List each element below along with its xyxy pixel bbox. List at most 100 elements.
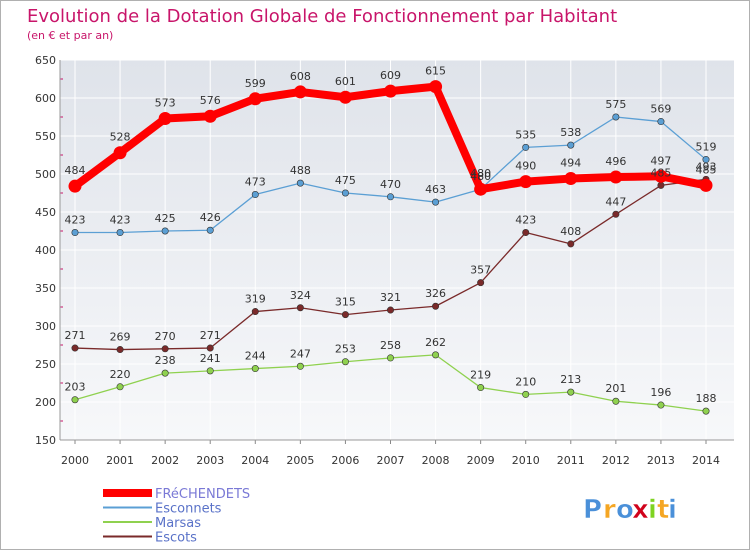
- series-3-data-label: 357: [470, 264, 491, 277]
- x-tick-label: 2000: [61, 454, 89, 467]
- series-0-data-label: 576: [200, 94, 221, 107]
- series-2-data-label: 219: [470, 369, 491, 382]
- series-0-point: [158, 112, 172, 126]
- series-1-point: [567, 141, 575, 149]
- series-3-data-label: 269: [110, 331, 131, 344]
- series-1-data-label: 538: [560, 126, 581, 139]
- series-0-data-label: 490: [515, 160, 536, 173]
- series-0-point: [474, 182, 488, 196]
- legend-label-3: Escots: [155, 531, 197, 546]
- series-3-data-label: 319: [245, 293, 266, 306]
- series-2-data-label: 258: [380, 339, 401, 352]
- series-0-data-label: 573: [155, 97, 176, 110]
- series-3-data-label: 270: [155, 330, 176, 343]
- x-tick-label: 2013: [647, 454, 675, 467]
- series-2-data-label: 238: [155, 354, 176, 367]
- series-1-point: [71, 229, 79, 237]
- series-0-point: [293, 85, 307, 99]
- series-3-point: [206, 344, 214, 352]
- series-0-point: [113, 146, 127, 160]
- y-tick-label: 200: [35, 396, 56, 409]
- series-3-point: [386, 306, 394, 314]
- series-3-data-label: 447: [605, 195, 626, 208]
- series-0-data-label: 485: [696, 163, 717, 176]
- series-0-data-label: 609: [380, 69, 401, 82]
- legend-label-0: FRéCHENDETS: [155, 487, 250, 502]
- series-1-point: [702, 156, 710, 164]
- series-3-point: [341, 311, 349, 319]
- series-3-data-label: 271: [65, 329, 86, 342]
- series-2-data-label: 201: [605, 382, 626, 395]
- series-3-point: [612, 210, 620, 218]
- series-3-data-label: 315: [335, 296, 356, 309]
- y-tick-label: 150: [35, 434, 56, 447]
- series-1-point: [522, 143, 530, 151]
- series-3-data-label: 493: [696, 160, 717, 173]
- series-0-data-label: 496: [605, 155, 626, 168]
- series-1-point: [341, 189, 349, 197]
- series-2-data-label: 213: [560, 373, 581, 386]
- series-0-point: [654, 169, 668, 183]
- series-2-point: [477, 384, 485, 392]
- series-2-data-label: 253: [335, 343, 356, 356]
- series-1-data-label: 425: [155, 212, 176, 225]
- series-1-data-label: 423: [65, 214, 86, 227]
- series-3-point: [477, 279, 485, 287]
- x-tick-label: 2008: [422, 454, 450, 467]
- series-2-point: [657, 401, 665, 409]
- logo-letter: P: [583, 495, 602, 525]
- series-1-point: [116, 229, 124, 237]
- series-3-point: [522, 229, 530, 237]
- series-2-data-label: 244: [245, 350, 266, 363]
- y-tick-label: 450: [35, 206, 56, 219]
- series-3-data-label: 485: [650, 166, 671, 179]
- series-1-point: [161, 227, 169, 235]
- series-3-point: [251, 308, 259, 316]
- series-3-data-label: 271: [200, 329, 221, 342]
- series-2-data-label: 203: [65, 381, 86, 394]
- x-tick-label: 2009: [467, 454, 495, 467]
- series-3-data-label: 321: [380, 291, 401, 304]
- x-tick-label: 2002: [151, 454, 179, 467]
- series-0-data-label: 615: [425, 65, 446, 78]
- y-tick-label: 400: [35, 244, 56, 257]
- series-1-point: [612, 113, 620, 121]
- y-tick-label: 300: [35, 320, 56, 333]
- series-1-point: [657, 118, 665, 126]
- series-2-data-label: 210: [515, 375, 536, 388]
- series-2-data-label: 241: [200, 352, 221, 365]
- series-1-data-label: 463: [425, 183, 446, 196]
- series-2-point: [296, 362, 304, 370]
- series-2-data-label: 220: [110, 368, 131, 381]
- series-1-data-label: 475: [335, 174, 356, 187]
- series-2-point: [251, 365, 259, 373]
- series-1-point: [206, 226, 214, 234]
- series-3-point: [296, 304, 304, 312]
- series-3-point: [567, 240, 575, 248]
- series-3-data-label: 423: [515, 214, 536, 227]
- logo-letter: i: [648, 495, 657, 525]
- series-2-point: [522, 390, 530, 398]
- logo-letter: o: [616, 495, 634, 525]
- chart-title: Evolution de la Dotation Globale de Fonc…: [27, 6, 617, 27]
- x-tick-label: 2003: [196, 454, 224, 467]
- y-tick-label: 250: [35, 358, 56, 371]
- legend-label-1: Esconnets: [155, 502, 222, 517]
- y-tick-label: 550: [35, 130, 56, 143]
- logo-letter: x: [632, 495, 649, 525]
- series-0-data-label: 601: [335, 75, 356, 88]
- series-1-data-label: 470: [380, 178, 401, 191]
- series-0-point: [203, 109, 217, 123]
- series-0-point: [429, 80, 443, 94]
- series-0-point: [609, 170, 623, 184]
- series-1-data-label: 575: [605, 98, 626, 111]
- series-2-data-label: 188: [696, 392, 717, 405]
- series-3-data-label: 326: [425, 287, 446, 300]
- series-1-data-label: 488: [290, 164, 311, 177]
- series-3-point: [432, 302, 440, 310]
- y-tick-label: 600: [35, 92, 56, 105]
- series-0-point: [519, 175, 533, 189]
- series-2-point: [206, 367, 214, 375]
- series-2-data-label: 262: [425, 336, 446, 349]
